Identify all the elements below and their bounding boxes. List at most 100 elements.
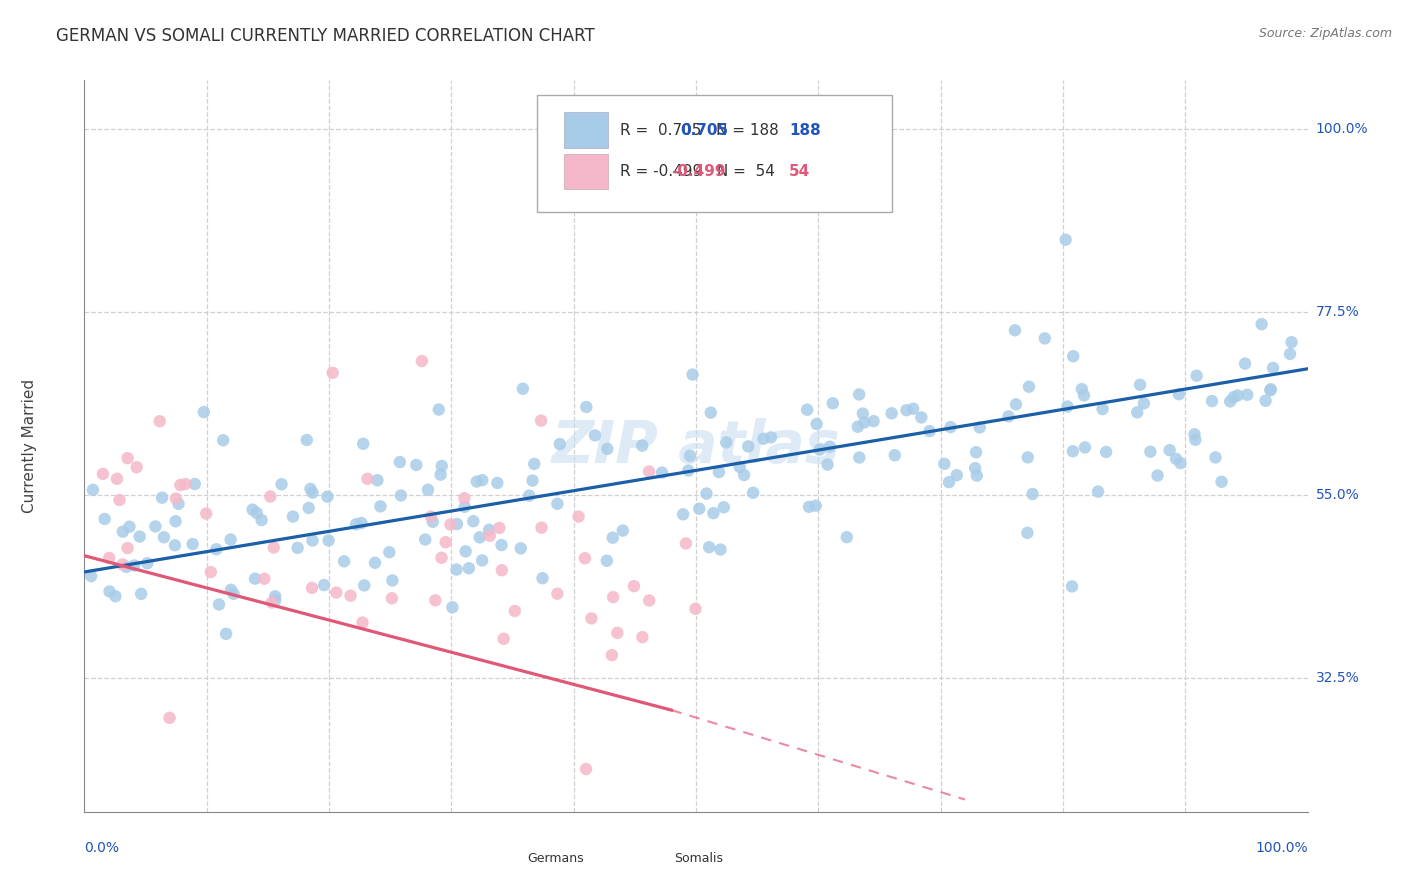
Point: [1133, 396, 1156, 410]
Point: [523, 457, 546, 471]
Point: [184, 477, 207, 491]
Point: [880, 406, 903, 420]
Point: [1184, 427, 1206, 442]
Point: [596, 554, 619, 568]
Point: [491, 563, 513, 577]
Point: [846, 419, 869, 434]
Point: [378, 545, 401, 559]
Point: [115, 559, 138, 574]
Point: [205, 542, 228, 557]
Point: [700, 406, 723, 420]
Point: [441, 600, 464, 615]
Point: [575, 762, 598, 776]
Point: [583, 428, 606, 442]
Point: [301, 581, 323, 595]
Point: [596, 442, 619, 456]
Point: [1060, 579, 1083, 593]
Point: [1281, 335, 1303, 350]
Point: [934, 457, 956, 471]
Point: [145, 519, 167, 533]
Point: [1062, 349, 1084, 363]
Point: [910, 410, 932, 425]
Point: [413, 533, 436, 547]
Text: Currently Married: Currently Married: [22, 379, 37, 513]
Point: [512, 382, 534, 396]
Point: [322, 366, 344, 380]
Point: [522, 474, 544, 488]
Point: [602, 531, 624, 545]
Point: [422, 515, 444, 529]
Point: [281, 509, 304, 524]
Point: [651, 466, 673, 480]
Point: [531, 571, 554, 585]
Point: [212, 434, 235, 448]
Point: [1260, 383, 1282, 397]
Point: [1054, 233, 1077, 247]
Point: [98, 584, 121, 599]
Point: [883, 448, 905, 462]
FancyBboxPatch shape: [537, 95, 891, 212]
Point: [117, 451, 139, 466]
Point: [702, 506, 724, 520]
Point: [264, 593, 287, 607]
Point: [965, 461, 987, 475]
Point: [488, 521, 510, 535]
Point: [339, 589, 361, 603]
Point: [429, 467, 451, 482]
Point: [416, 483, 439, 497]
Text: 54: 54: [789, 164, 810, 179]
Point: [366, 473, 388, 487]
Point: [1167, 387, 1189, 401]
Point: [612, 524, 634, 538]
Point: [270, 477, 292, 491]
Point: [91, 467, 114, 481]
Point: [446, 516, 468, 531]
Point: [325, 585, 347, 599]
Point: [716, 435, 738, 450]
Point: [149, 414, 172, 428]
Point: [318, 533, 340, 548]
Point: [918, 424, 941, 438]
Point: [353, 578, 375, 592]
Point: [352, 437, 374, 451]
Point: [259, 490, 281, 504]
Point: [688, 501, 710, 516]
Point: [1159, 443, 1181, 458]
Point: [105, 472, 128, 486]
Text: 77.5%: 77.5%: [1316, 305, 1360, 319]
Point: [737, 439, 759, 453]
Point: [381, 591, 404, 606]
Point: [1017, 525, 1039, 540]
Point: [638, 465, 661, 479]
Point: [486, 475, 509, 490]
Point: [1254, 393, 1277, 408]
Point: [1184, 433, 1206, 447]
Point: [150, 491, 173, 505]
Point: [697, 540, 720, 554]
Point: [1129, 377, 1152, 392]
Point: [1091, 402, 1114, 417]
Point: [122, 558, 145, 573]
Point: [797, 500, 820, 514]
Point: [98, 550, 121, 565]
Bar: [564, 112, 607, 147]
Point: [631, 630, 654, 644]
Point: [174, 477, 197, 491]
Point: [169, 478, 191, 492]
Point: [263, 541, 285, 555]
Point: [471, 473, 494, 487]
Text: 0.705: 0.705: [681, 122, 728, 137]
Point: [264, 590, 287, 604]
Point: [108, 493, 131, 508]
Point: [752, 432, 775, 446]
Point: [707, 465, 730, 479]
Point: [1021, 487, 1043, 501]
Point: [420, 509, 443, 524]
Point: [253, 572, 276, 586]
Point: [104, 589, 127, 603]
Point: [295, 433, 318, 447]
Text: -0.499: -0.499: [672, 164, 725, 179]
Point: [759, 430, 782, 444]
Point: [503, 604, 526, 618]
Point: [215, 627, 238, 641]
